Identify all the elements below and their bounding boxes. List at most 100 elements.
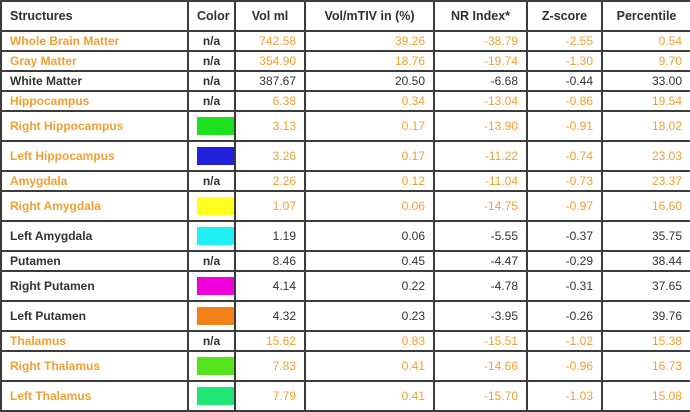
magenta-swatch xyxy=(197,277,233,295)
column-header-nr-index: NR Index* xyxy=(433,0,528,32)
vol-mtiv-percent-cell: 0.22 xyxy=(304,270,435,302)
vol-ml-cell: 3.26 xyxy=(234,140,306,172)
cyan-swatch xyxy=(197,227,233,245)
structure-name-cell: Left Putamen xyxy=(0,300,189,332)
vol-ml-cell: 742.58 xyxy=(234,30,306,52)
orange-swatch xyxy=(197,307,233,325)
table-row: Left Amygdala 1.19 0.06 -5.55 -0.37 35.75 xyxy=(0,220,690,252)
color-cell: n/a xyxy=(187,70,236,92)
structure-name-cell: White Matter xyxy=(0,70,189,92)
z-score-cell: -0.86 xyxy=(526,90,603,112)
color-cell: n/a xyxy=(187,330,236,352)
vol-mtiv-percent-cell: 0.12 xyxy=(304,170,435,192)
z-score-cell: -0.44 xyxy=(526,70,603,92)
vol-mtiv-percent-cell: 0.17 xyxy=(304,140,435,172)
vol-mtiv-percent-cell: 0.41 xyxy=(304,350,435,382)
structure-name-cell: Thalamus xyxy=(0,330,189,352)
color-cell: n/a xyxy=(187,50,236,72)
nr-index-cell: -4.47 xyxy=(433,250,528,272)
structure-name-cell: Right Hippocampus xyxy=(0,110,189,142)
vol-mtiv-percent-cell: 0.83 xyxy=(304,330,435,352)
color-cell xyxy=(187,300,236,332)
z-score-cell: -1.30 xyxy=(526,50,603,72)
percentile-cell: 18.02 xyxy=(601,110,690,142)
color-cell xyxy=(187,110,236,142)
percentile-cell: 33.00 xyxy=(601,70,690,92)
structure-name-cell: Putamen xyxy=(0,250,189,272)
structure-name-cell: Whole Brain Matter xyxy=(0,30,189,52)
structure-name-cell: Right Putamen xyxy=(0,270,189,302)
vol-mtiv-percent-cell: 39.26 xyxy=(304,30,435,52)
nr-index-cell: -38.79 xyxy=(433,30,528,52)
table-row: Right Thalamus 7.83 0.41 -14.66 -0.96 16.73 xyxy=(0,350,690,382)
nr-index-cell: -15.70 xyxy=(433,380,528,412)
percentile-cell: 23.37 xyxy=(601,170,690,192)
vol-mtiv-percent-cell: 0.23 xyxy=(304,300,435,332)
percentile-cell: 23.03 xyxy=(601,140,690,172)
vol-ml-cell: 8.46 xyxy=(234,250,306,272)
column-header-color: Color xyxy=(187,0,236,32)
nr-index-cell: -4.78 xyxy=(433,270,528,302)
vol-ml-cell: 1.19 xyxy=(234,220,306,252)
table-row: Gray Matter n/a 354.90 18.76 -19.74 -1.30 9.70 xyxy=(0,50,690,72)
table-row: Right Putamen 4.14 0.22 -4.78 -0.31 37.65 xyxy=(0,270,690,302)
percentile-cell: 19.54 xyxy=(601,90,690,112)
vol-ml-cell: 15.62 xyxy=(234,330,306,352)
z-score-cell: -0.31 xyxy=(526,270,603,302)
table-row: Right Amygdala 1.07 0.06 -14.75 -0.97 16.60 xyxy=(0,190,690,222)
vol-mtiv-percent-cell: 20.50 xyxy=(304,70,435,92)
nr-index-cell: -5.55 xyxy=(433,220,528,252)
vol-mtiv-percent-cell: 0.06 xyxy=(304,220,435,252)
z-score-cell: -0.74 xyxy=(526,140,603,172)
vol-ml-cell: 387.67 xyxy=(234,70,306,92)
table-body: Whole Brain Matter n/a 742.58 39.26 -38.79 -2… xyxy=(0,30,690,412)
structure-name-cell: Left Amygdala xyxy=(0,220,189,252)
z-score-cell: -0.26 xyxy=(526,300,603,332)
nr-index-cell: -6.68 xyxy=(433,70,528,92)
z-score-cell: -0.96 xyxy=(526,350,603,382)
yellow-swatch xyxy=(197,197,233,215)
structure-name-cell: Hippocampus xyxy=(0,90,189,112)
structure-name-cell: Right Thalamus xyxy=(0,350,189,382)
vol-mtiv-percent-cell: 0.34 xyxy=(304,90,435,112)
structure-name-cell: Right Amygdala xyxy=(0,190,189,222)
vol-mtiv-percent-cell: 0.06 xyxy=(304,190,435,222)
percentile-cell: 0.54 xyxy=(601,30,690,52)
vol-ml-cell: 1.07 xyxy=(234,190,306,222)
column-header-vol-ml: Vol ml xyxy=(234,0,306,32)
column-header-percentile: Percentile xyxy=(601,0,690,32)
vol-ml-cell: 2.26 xyxy=(234,170,306,192)
nr-index-cell: -14.66 xyxy=(433,350,528,382)
z-score-cell: -0.91 xyxy=(526,110,603,142)
percentile-cell: 38.44 xyxy=(601,250,690,272)
table-header-row: Structures Color Vol ml Vol/mTIV in (%) NR I… xyxy=(0,0,690,32)
z-score-cell: -1.02 xyxy=(526,330,603,352)
table-header: Structures Color Vol ml Vol/mTIV in (%) NR I… xyxy=(0,0,690,32)
column-header-structures: Structures xyxy=(0,0,189,32)
color-cell: n/a xyxy=(187,30,236,52)
z-score-cell: -0.97 xyxy=(526,190,603,222)
table-row: Thalamus n/a 15.62 0.83 -15.51 -1.02 15.38 xyxy=(0,330,690,352)
color-cell: n/a xyxy=(187,250,236,272)
table-row: Amygdala n/a 2.26 0.12 -11.04 -0.73 23.37 xyxy=(0,170,690,192)
z-score-cell: -0.29 xyxy=(526,250,603,272)
color-cell: n/a xyxy=(187,90,236,112)
percentile-cell: 16.73 xyxy=(601,350,690,382)
color-cell xyxy=(187,350,236,382)
z-score-cell: -1.03 xyxy=(526,380,603,412)
vol-ml-cell: 4.32 xyxy=(234,300,306,332)
nr-index-cell: -11.04 xyxy=(433,170,528,192)
color-cell: n/a xyxy=(187,170,236,192)
column-header-z-score: Z-score xyxy=(526,0,603,32)
percentile-cell: 15.08 xyxy=(601,380,690,412)
nr-index-cell: -19.74 xyxy=(433,50,528,72)
nr-index-cell: -15.51 xyxy=(433,330,528,352)
table-row: Right Hippocampus 3.13 0.17 -13.90 -0.91 18.0… xyxy=(0,110,690,142)
percentile-cell: 35.75 xyxy=(601,220,690,252)
percentile-cell: 37.65 xyxy=(601,270,690,302)
color-cell xyxy=(187,270,236,302)
vol-ml-cell: 3.13 xyxy=(234,110,306,142)
vol-ml-cell: 7.79 xyxy=(234,380,306,412)
vol-ml-cell: 6.38 xyxy=(234,90,306,112)
